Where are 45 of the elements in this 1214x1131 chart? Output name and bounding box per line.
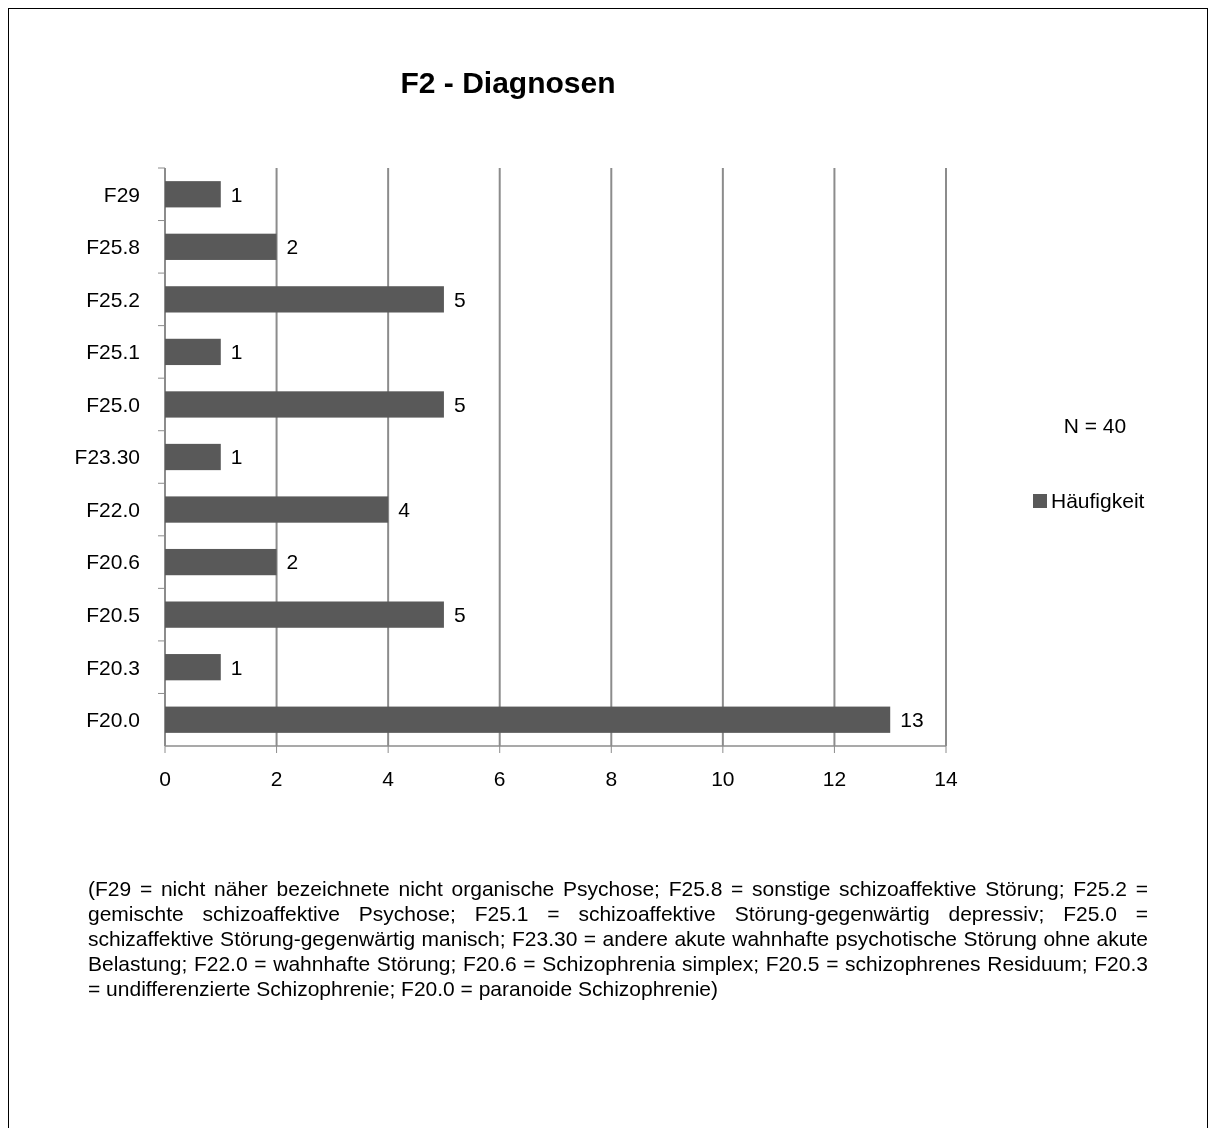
x-tick-label: 10 — [711, 767, 735, 790]
bar — [165, 706, 891, 733]
bar — [165, 496, 389, 523]
data-label: 1 — [230, 340, 243, 364]
y-tick-label: F20.6 — [86, 550, 140, 574]
data-label: 1 — [230, 445, 243, 469]
y-tick-label: F25.0 — [86, 392, 140, 416]
x-tick-label: 8 — [605, 767, 618, 790]
x-tick-label: 0 — [159, 767, 171, 790]
data-label: 2 — [286, 235, 299, 259]
chart-title: F2 - Diagnosen — [400, 66, 616, 99]
bar — [165, 548, 277, 576]
text: (F29 = nicht näher bezeichnete nicht organische Psychose; F25.8 = sonstige schizoaffektive Störung; F25.2 = gemischte schizoaffektive Psychose; F25.1 = schizoaffektive Störung-gegenwärtig depressiv; F25.0 = schizaffektive Störung-gegenwärtig manisch; F23.30 = andere akute wahnhafte psychotische Störung ohne akute Belastung; F22.0 = wahnhafte Störung; F20.6 = Schizophrenia simplex; F20.5 = schizophrenes Residuum; F20.3 = undifferenzierte Schizophrenie; F20.0 = paranoide Schizophrenie) — [88, 876, 1148, 1001]
bar — [165, 601, 444, 628]
y-tick-label: F29 — [103, 182, 140, 206]
bar — [165, 286, 444, 313]
x-tick-label: 4 — [382, 767, 395, 790]
y-tick-label: F25.1 — [86, 340, 140, 364]
bar — [165, 181, 221, 208]
y-tick-label: F22.0 — [86, 497, 140, 521]
bar — [165, 391, 444, 418]
x-tick-label: 6 — [493, 767, 506, 790]
data-label: 5 — [453, 287, 466, 311]
y-tick-label: F25.8 — [86, 235, 140, 259]
data-label: 5 — [453, 602, 466, 626]
data-label: 13 — [900, 708, 924, 732]
y-tick-label: F20.0 — [86, 708, 140, 732]
y-tick-label: F25.2 — [86, 287, 140, 311]
bar — [165, 233, 277, 260]
bar — [165, 338, 221, 366]
y-tick-label: F20.3 — [86, 655, 140, 679]
bar — [165, 443, 221, 471]
bar — [165, 654, 221, 681]
text: N = 40 — [1063, 414, 1127, 438]
legend-label: Häufigkeit — [1051, 489, 1145, 513]
y-tick-label: F23.30 — [74, 445, 140, 469]
data-label: 1 — [230, 655, 243, 679]
x-tick-label: 14 — [934, 767, 958, 790]
data-label: 1 — [230, 182, 243, 206]
y-tick-label: F20.5 — [86, 602, 140, 626]
data-label: 5 — [453, 392, 466, 416]
data-label: 4 — [398, 497, 411, 521]
data-label: 2 — [286, 550, 299, 574]
x-tick-label: 2 — [270, 767, 283, 790]
x-tick-label: 12 — [822, 767, 847, 790]
